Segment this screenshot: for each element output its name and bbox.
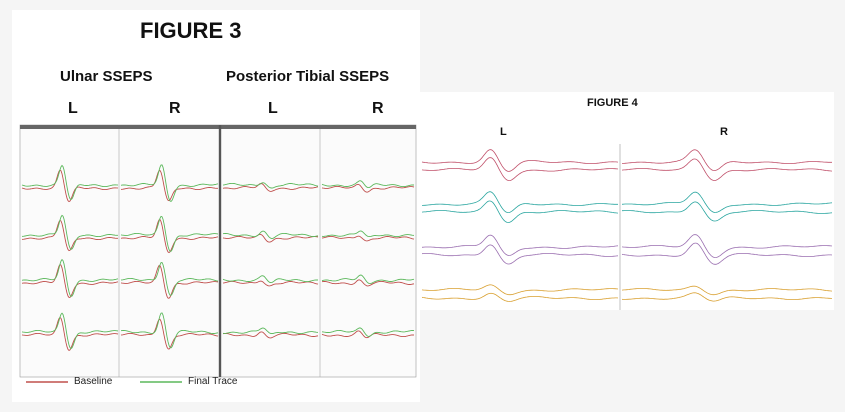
figure-4-trace <box>621 292 832 302</box>
figure-3-panel: FIGURE 3 Ulnar SSEPS Posterior Tibial SS… <box>12 10 420 402</box>
final-trace <box>222 182 319 189</box>
figure-4-trace <box>421 284 619 296</box>
baseline-trace <box>321 330 415 339</box>
final-trace <box>120 164 219 202</box>
final-trace <box>222 230 319 239</box>
baseline-legend-label: Baseline <box>74 376 113 387</box>
baseline-trace <box>222 233 319 243</box>
baseline-trace <box>321 235 415 242</box>
baseline-trace <box>222 280 319 287</box>
baseline-trace <box>21 219 118 252</box>
figure-4-waveforms <box>421 144 833 310</box>
ulnar-right-label: R <box>169 100 181 117</box>
final-trace <box>321 274 415 285</box>
final-trace <box>21 164 119 201</box>
baseline-trace <box>120 318 219 350</box>
final-trace <box>120 312 219 349</box>
baseline-trace <box>321 279 415 287</box>
figure-3-title: FIGURE 3 <box>140 18 242 43</box>
baseline-trace <box>120 219 219 254</box>
figure-4-trace <box>621 234 833 259</box>
tibial-right-label: R <box>372 100 384 117</box>
figure-4-left-label: L <box>500 126 507 138</box>
posterior-tibial-ssep-heading: Posterior Tibial SSEPS <box>226 68 390 85</box>
final-trace <box>321 180 415 189</box>
tibial-left-label: L <box>268 100 278 117</box>
figure-4-trace <box>621 158 833 181</box>
final-trace <box>321 230 415 238</box>
final-trace-legend-label: Final Trace <box>188 376 238 387</box>
figure-4-panel: FIGURE 4 L R <box>420 92 834 310</box>
baseline-trace <box>21 264 119 298</box>
final-trace <box>321 327 415 337</box>
final-trace <box>21 312 119 350</box>
figure-4-right-label: R <box>720 126 728 138</box>
baseline-trace <box>21 169 119 203</box>
figure-4-trace <box>622 149 832 171</box>
baseline-trace <box>222 183 319 192</box>
figure-4-trace <box>421 234 619 256</box>
figure-4-trace <box>622 201 833 222</box>
final-trace <box>222 327 319 335</box>
final-trace <box>120 261 219 296</box>
final-trace <box>120 215 219 252</box>
waveform-frame <box>19 124 417 378</box>
figure-4-trace <box>421 200 619 223</box>
ssep-waveform-grid <box>19 124 417 383</box>
baseline-trace <box>222 331 319 339</box>
ulnar-ssep-heading: Ulnar SSEPS <box>60 68 153 85</box>
figure-4-trace <box>621 242 833 265</box>
figure-4-trace <box>421 149 619 172</box>
figure-4-trace <box>422 191 618 214</box>
ulnar-left-label: L <box>68 100 78 117</box>
baseline-trace <box>21 316 119 351</box>
waveform-header-bar <box>20 125 416 129</box>
figure-4-trace <box>421 244 619 265</box>
baseline-trace <box>321 183 415 193</box>
figure-4-trace <box>621 191 833 213</box>
final-trace <box>21 214 118 250</box>
baseline-trace <box>120 265 219 299</box>
figure-4-title: FIGURE 4 <box>587 97 638 109</box>
figure-4-trace <box>421 157 619 182</box>
final-trace <box>21 258 119 297</box>
figure-4-trace <box>421 292 619 302</box>
final-trace <box>222 275 319 284</box>
figure-4-trace <box>621 285 833 296</box>
